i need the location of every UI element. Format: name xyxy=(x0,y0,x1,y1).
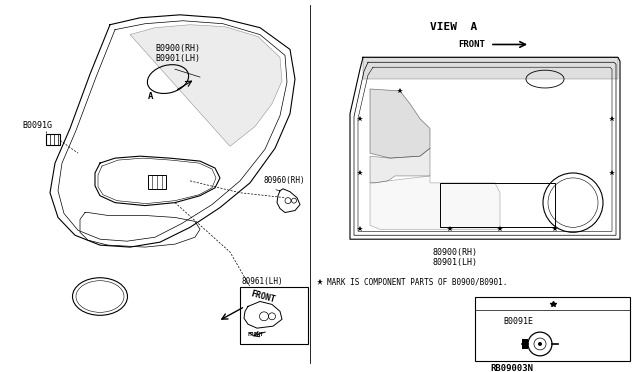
Bar xyxy=(46,134,60,145)
Text: B0091G: B0091G xyxy=(22,122,52,131)
Polygon shape xyxy=(370,176,500,229)
Polygon shape xyxy=(363,57,618,79)
Text: RB09003N: RB09003N xyxy=(490,364,533,372)
Text: B0901(LH): B0901(LH) xyxy=(155,54,200,63)
Bar xyxy=(475,296,630,361)
Polygon shape xyxy=(130,25,282,146)
Text: B0091E: B0091E xyxy=(503,317,533,326)
Text: B0900(RH): B0900(RH) xyxy=(155,44,200,54)
Text: FRONT: FRONT xyxy=(248,332,264,337)
Bar xyxy=(440,183,555,227)
Text: 80900(RH): 80900(RH) xyxy=(433,248,477,257)
Polygon shape xyxy=(370,89,430,158)
Bar xyxy=(240,287,308,344)
Text: FRONT: FRONT xyxy=(250,289,276,304)
Text: A: A xyxy=(148,92,154,101)
Bar xyxy=(148,175,166,189)
Text: 80901(LH): 80901(LH) xyxy=(433,258,477,267)
Text: 80960(RH): 80960(RH) xyxy=(263,176,305,185)
Polygon shape xyxy=(370,148,430,183)
Text: MARK IS COMPONENT PARTS OF B0900/B0901.: MARK IS COMPONENT PARTS OF B0900/B0901. xyxy=(327,278,508,287)
Text: 80961(LH): 80961(LH) xyxy=(242,277,284,286)
Bar xyxy=(522,339,528,349)
Text: VIEW  A: VIEW A xyxy=(430,22,477,32)
Circle shape xyxy=(538,342,542,346)
Text: FRONT: FRONT xyxy=(458,41,485,49)
